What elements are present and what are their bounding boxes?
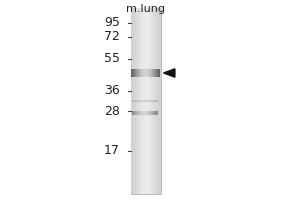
Bar xyxy=(159,8,160,194)
Bar xyxy=(144,8,145,194)
Bar xyxy=(150,8,151,194)
Bar xyxy=(153,8,154,194)
Bar xyxy=(140,8,141,194)
Bar xyxy=(141,8,142,194)
Bar xyxy=(130,8,131,194)
Bar xyxy=(152,8,153,194)
Bar xyxy=(131,8,132,194)
Bar xyxy=(156,8,157,194)
Bar xyxy=(133,8,134,194)
Bar xyxy=(136,8,137,194)
Text: 55: 55 xyxy=(104,52,120,66)
Text: 36: 36 xyxy=(104,84,120,98)
Bar xyxy=(148,8,149,194)
Bar xyxy=(154,8,155,194)
Bar xyxy=(145,8,146,194)
Bar xyxy=(143,8,144,194)
Bar xyxy=(132,8,133,194)
Bar xyxy=(151,8,152,194)
Bar xyxy=(142,8,143,194)
Bar xyxy=(134,8,135,194)
Bar xyxy=(135,8,136,194)
Text: 95: 95 xyxy=(104,17,120,29)
Bar xyxy=(146,8,147,194)
Text: 72: 72 xyxy=(104,30,120,44)
Bar xyxy=(138,8,139,194)
Text: 17: 17 xyxy=(104,144,120,158)
Bar xyxy=(147,8,148,194)
Text: 28: 28 xyxy=(104,105,120,118)
Bar xyxy=(130,8,160,194)
Polygon shape xyxy=(164,69,175,77)
Bar xyxy=(155,8,156,194)
Bar xyxy=(139,8,140,194)
Text: m.lung: m.lung xyxy=(126,4,165,14)
Bar xyxy=(149,8,150,194)
Bar xyxy=(157,8,158,194)
Bar xyxy=(158,8,159,194)
Bar xyxy=(137,8,138,194)
